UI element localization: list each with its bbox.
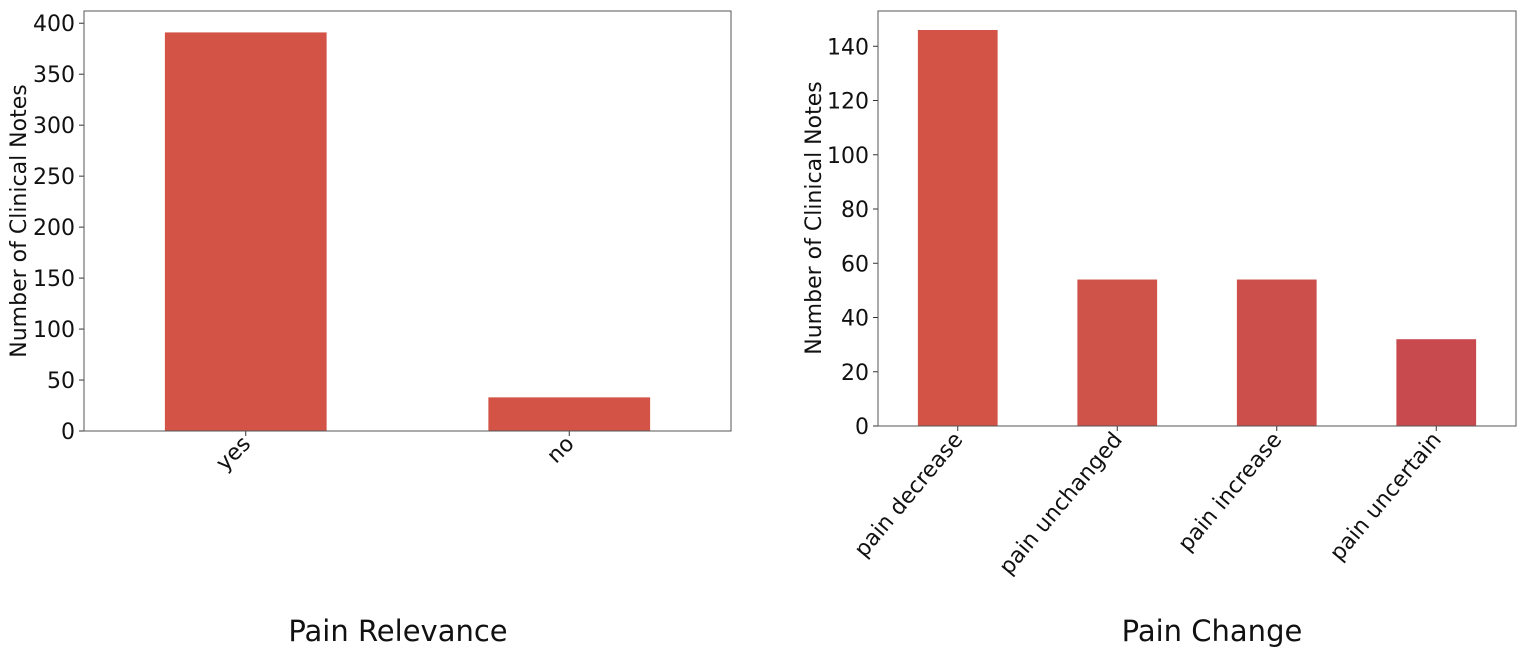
y-axis-label: Number of Clinical Notes [7, 84, 32, 357]
pain-relevance-chart: Number of Clinical Notes yes no 0 50 100 150 2… [7, 10, 732, 477]
y-tick-label: 40 [841, 307, 869, 332]
y-tick-label: 50 [47, 369, 75, 394]
y-tick-label: 0 [61, 420, 75, 445]
y-tick-label: 250 [33, 165, 75, 190]
chart-title-pain-change: Pain Change [1121, 614, 1303, 648]
bar-pain-uncertain [1396, 339, 1477, 426]
bar-no [488, 397, 651, 431]
y-axis-label: Number of Clinical Notes [802, 81, 827, 354]
y-tick-label: 140 [827, 35, 869, 60]
bar-yes [164, 32, 327, 431]
y-tick-label: 60 [841, 252, 869, 277]
y-tick-label: 20 [841, 361, 869, 386]
y-tick-label: 120 [827, 90, 869, 115]
bar-pain-decrease [917, 29, 998, 426]
x-tick-label: pain increase [1174, 428, 1288, 557]
y-tick-label: 200 [33, 216, 75, 241]
x-tick-label: yes [211, 432, 256, 477]
bar-pain-increase [1236, 279, 1317, 426]
chart-title-pain-relevance: Pain Relevance [288, 614, 508, 648]
y-tick-label: 0 [855, 415, 869, 440]
x-tick-label: pain decrease [850, 428, 969, 563]
plot-frame [877, 10, 1517, 427]
x-tick-label: pain unchanged [995, 428, 1128, 580]
y-tick-label: 80 [841, 198, 869, 223]
y-tick-label: 150 [33, 267, 75, 292]
pain-change-chart: Number of Clinical Notes pain decrease pa… [802, 10, 1517, 580]
plot-frame [83, 10, 732, 432]
x-tick-label: pain uncertain [1325, 428, 1447, 566]
bar-pain-unchanged [1077, 279, 1158, 426]
y-tick-label: 400 [33, 12, 75, 37]
y-tick-label: 100 [827, 144, 869, 169]
y-tick-label: 100 [33, 318, 75, 343]
y-tick-label: 300 [33, 114, 75, 139]
y-tick-label: 350 [33, 63, 75, 88]
x-tick-label: no [542, 432, 579, 469]
